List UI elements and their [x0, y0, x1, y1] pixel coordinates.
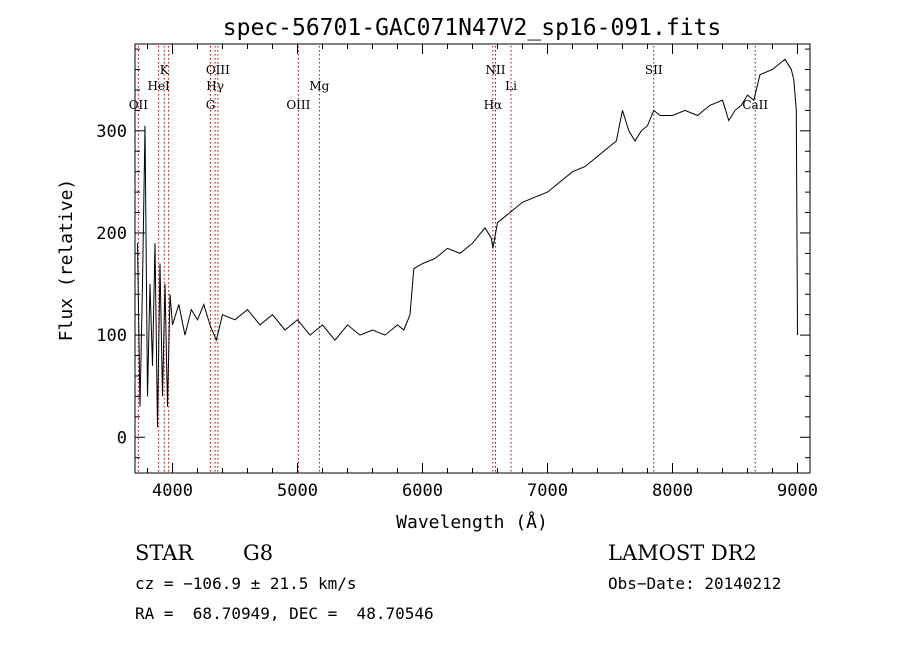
plot-frame [134, 43, 811, 474]
object-subclass: G8 [243, 541, 274, 565]
coordinates-readout: RA = 68.70949, DEC = 48.70546 [135, 604, 434, 623]
spectral-line-label: Hγ [206, 79, 224, 93]
y-tick-label: 0 [117, 428, 127, 448]
spectral-line-label: Li [505, 79, 517, 93]
spectral-line-label: OIII [206, 63, 230, 77]
y-tick-label: 100 [96, 326, 127, 346]
object-class: STAR [135, 541, 194, 565]
spectral-line-label: Hα [484, 98, 503, 112]
observation-date: Obs−Date: 20140212 [608, 574, 782, 593]
x-tick-label: 6000 [402, 481, 443, 501]
spectral-line-label: K [160, 63, 170, 77]
spectral-line-label: CaII [742, 98, 768, 112]
spectral-line-label: G [206, 98, 216, 112]
x-tick-label: 7000 [527, 481, 568, 501]
spectral-line-label: HeI [147, 79, 170, 93]
spectral-line-label: NII [486, 63, 506, 77]
spectral-line-label: SII [645, 63, 663, 77]
x-tick-label: 5000 [277, 481, 318, 501]
x-tick-label: 4000 [152, 481, 193, 501]
x-tick-label: 9000 [777, 481, 818, 501]
spectral-line-markers: OII HeI K G Hγ OIII OIII Mg Hα NII Li SII CaII [129, 46, 768, 473]
chart-title: spec-56701-GAC071N47V2_sp16-091.fits [223, 15, 722, 41]
spectral-line-label: OII [129, 98, 149, 112]
x-tick-label: 8000 [652, 481, 693, 501]
x-axis: 4000 5000 6000 7000 8000 9000 [147, 44, 818, 501]
survey-name: LAMOST DR2 [608, 541, 757, 565]
spectral-line-label: OIII [286, 98, 310, 112]
y-axis: 0 100 200 300 [96, 48, 810, 459]
x-axis-label: Wavelength (Å) [396, 511, 548, 533]
y-tick-label: 200 [96, 224, 127, 244]
velocity-readout: cz = −106.9 ± 21.5 km/s [135, 574, 357, 593]
spectrum-line [137, 58, 798, 428]
y-tick-label: 300 [96, 122, 127, 142]
spectral-line-label: Mg [309, 79, 329, 93]
y-axis-label: Flux (relative) [56, 179, 77, 342]
